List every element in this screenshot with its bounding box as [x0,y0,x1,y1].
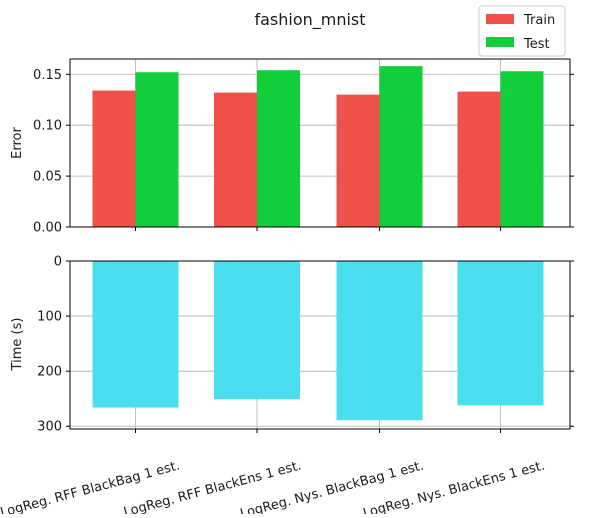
legend-swatch-test [486,37,514,47]
error-plot-frame [69,58,571,228]
error-bar-test-3 [379,66,423,227]
error-bars [92,66,544,228]
error-bar-test-2 [257,70,300,227]
error-y-tick-label: 0.15 [33,68,62,83]
legend-swatch-train [486,14,514,24]
time-bar-time-4 [457,261,544,406]
time-panel: 0 100 200 300 LogReg. RFF BlackBag 1 est.Lo… [0,255,574,518]
error-y-tick-label: 0.10 [33,119,62,134]
error-bar-train-3 [336,94,380,228]
error-y-axis-label: Error [10,127,25,159]
time-y-axis-label: Time (s) [10,318,25,372]
error-panel: 0.00 0.05 0.10 0.15 Error [10,58,574,236]
chart-title: fashion_mnist [254,10,365,30]
legend-label-train: Train [523,13,555,28]
time-bars [92,261,544,421]
time-y-tick-label: 200 [37,365,62,380]
legend-label-test: Test [523,37,550,52]
time-x-ticks: LogReg. RFF BlackBag 1 est.LogReg. RFF B… [0,429,547,518]
error-bar-test-4 [500,71,544,227]
time-bar-time-3 [336,261,423,421]
error-y-ticks: 0.00 0.05 0.10 0.15 [33,68,574,236]
time-bar-time-1 [92,261,179,408]
legend: Train Test [478,5,566,57]
time-y-tick-label: 300 [37,420,62,435]
error-bar-train-2 [214,92,257,227]
error-bar-train-4 [457,91,501,227]
error-y-tick-label: 0.05 [33,170,62,185]
time-y-tick-label: 100 [37,310,62,325]
error-y-tick-label: 0.00 [33,221,62,236]
time-bar-time-2 [214,261,300,400]
time-y-tick-label: 0 [54,255,62,270]
time-plot-frame [69,260,571,430]
error-bar-test-1 [135,72,179,228]
time-y-ticks: 0 100 200 300 [37,255,574,435]
error-bar-train-1 [92,90,136,228]
error-x-ticks [135,227,501,231]
